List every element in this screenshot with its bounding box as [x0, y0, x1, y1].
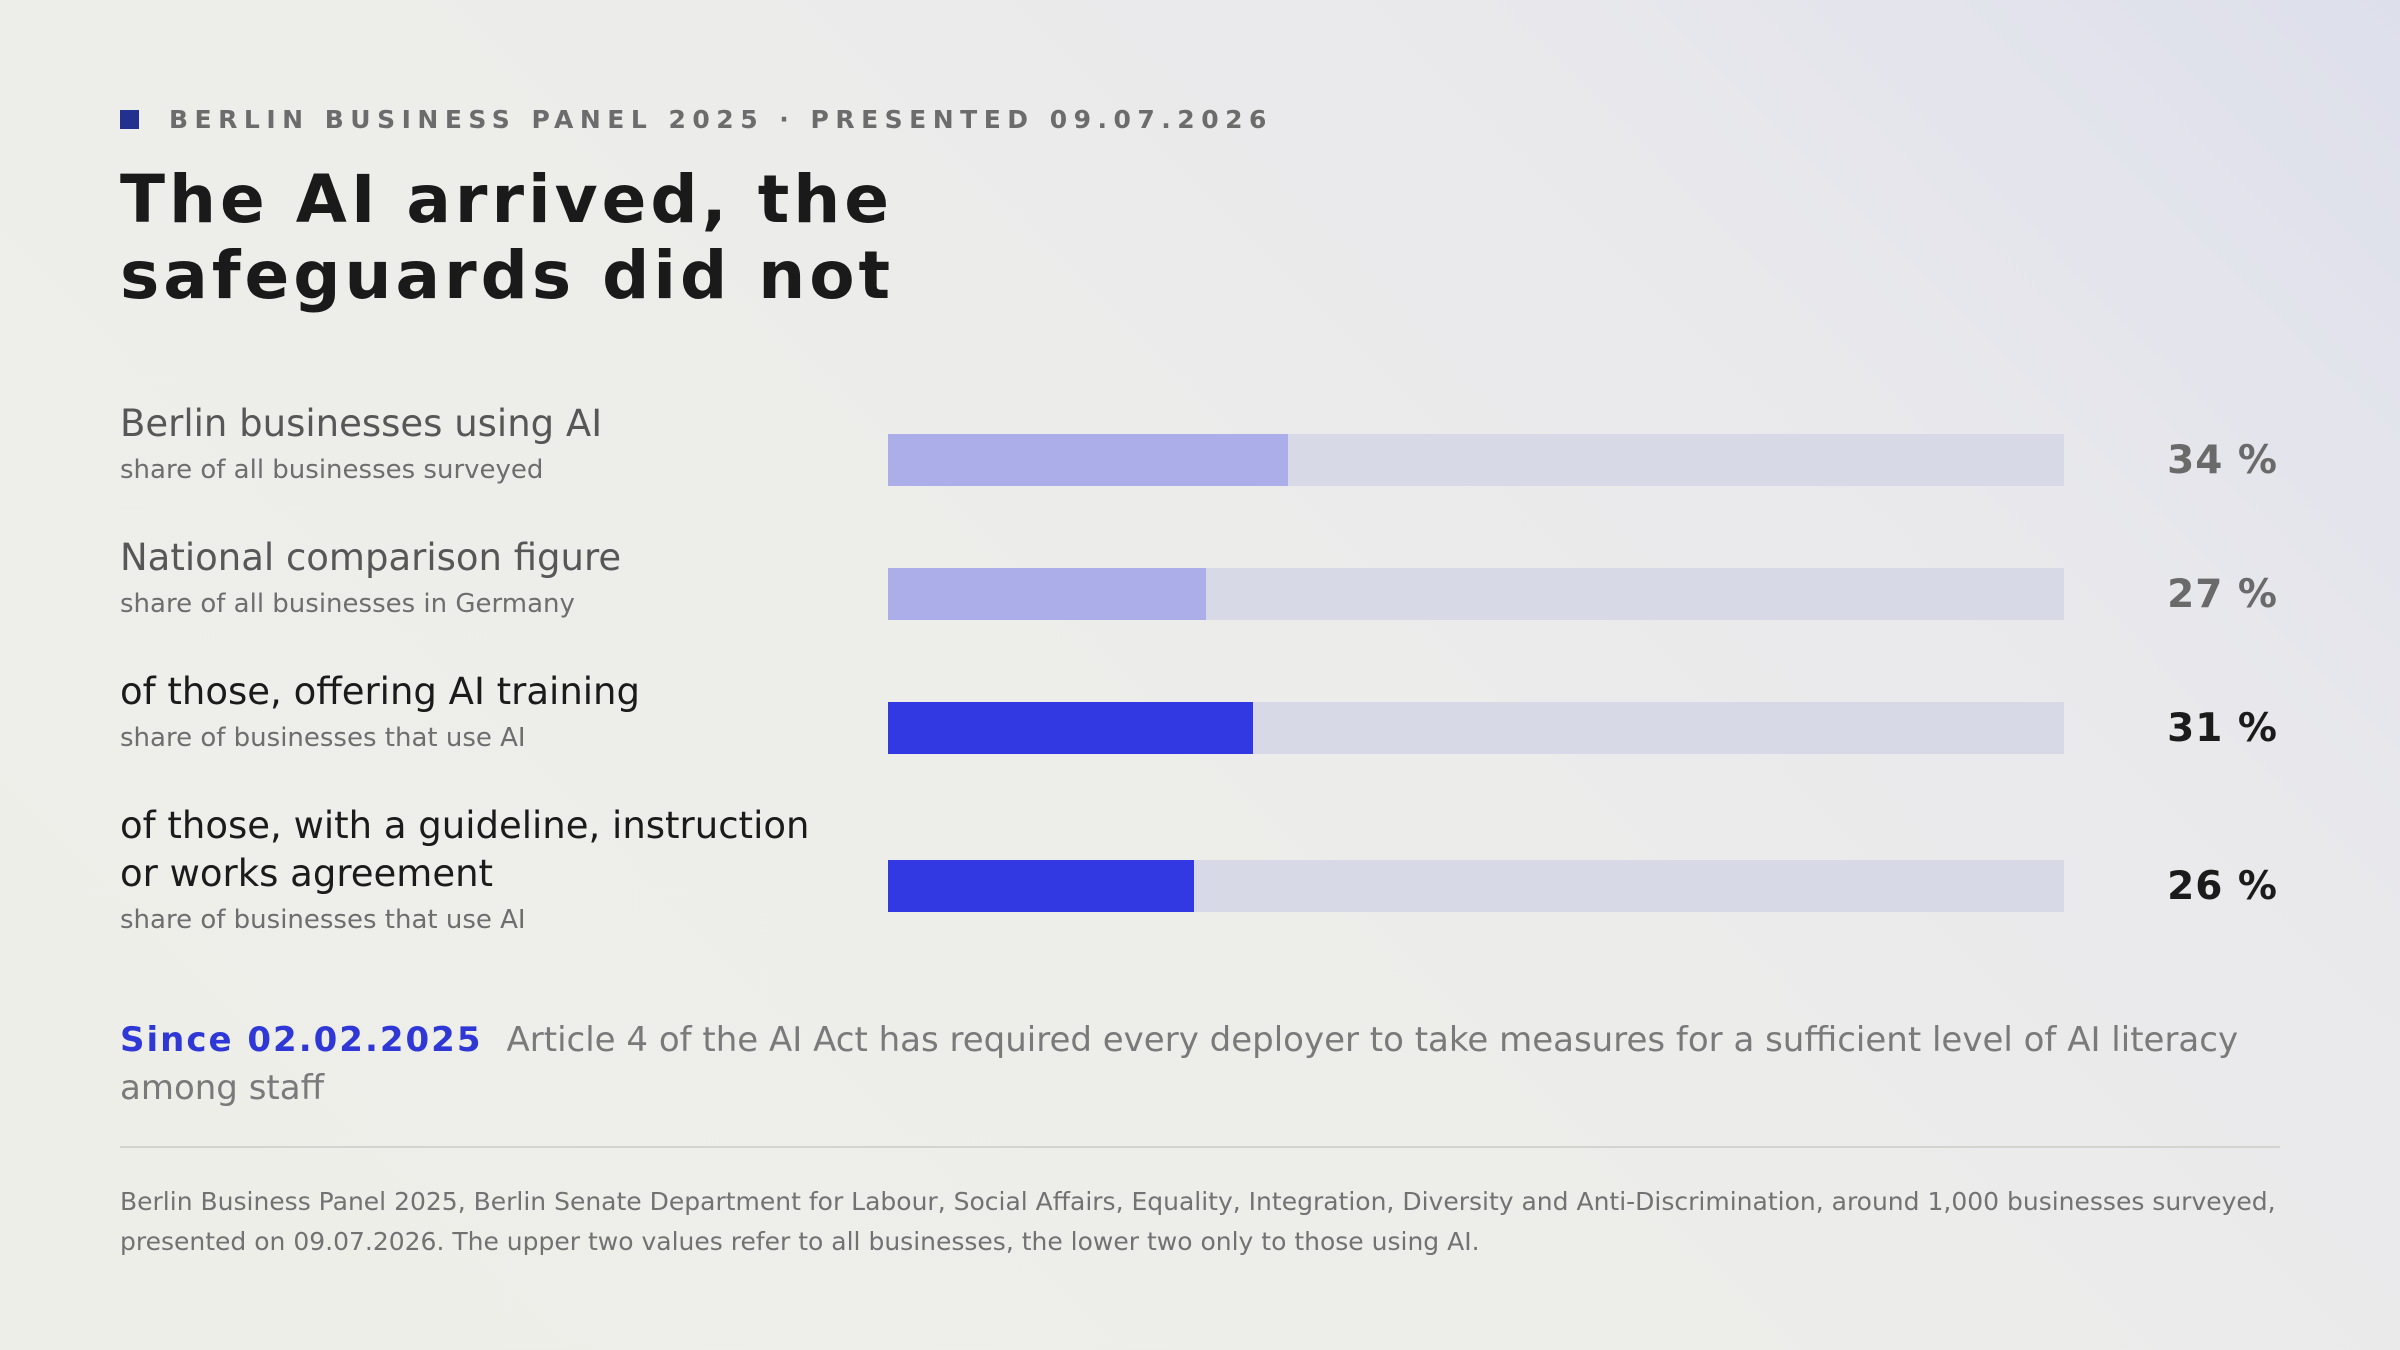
title-line-2: safeguards did not — [120, 237, 895, 314]
bar-value-label: 27 % — [2167, 572, 2278, 617]
note-text: Article 4 of the AI Act has required eve… — [120, 1020, 2239, 1108]
bar-fill — [888, 568, 1206, 620]
bar-value-label: 31 % — [2167, 706, 2278, 751]
bar-label: of those, offering AI training — [120, 670, 640, 713]
eyebrow-text: BERLIN BUSINESS PANEL 2025 · PRESENTED 0… — [169, 104, 1273, 134]
eyebrow: BERLIN BUSINESS PANEL 2025 · PRESENTED 0… — [120, 104, 1273, 134]
page-title: The AI arrived, the safeguards did not — [120, 162, 894, 314]
bar-fill — [888, 434, 1288, 486]
bar-track — [888, 702, 2064, 754]
bar-sublabel: share of businesses that use AI — [120, 723, 526, 753]
divider — [120, 1146, 2280, 1148]
bar-value-label: 34 % — [2167, 438, 2278, 483]
bar-fill — [888, 702, 1253, 754]
bar-sublabel: share of all businesses surveyed — [120, 455, 544, 485]
legal-note: Since 02.02.2025 Article 4 of the AI Act … — [120, 1016, 2280, 1112]
bar-sublabel: share of businesses that use AI — [120, 905, 526, 935]
bar-label: of those, with a guideline, instruction … — [120, 804, 810, 895]
eyebrow-square-icon — [120, 109, 139, 129]
source-note: Berlin Business Panel 2025, Berlin Senat… — [120, 1187, 2276, 1256]
bar-labels: of those, offering AI training share of b… — [120, 668, 840, 758]
note-date: Since 02.02.2025 — [120, 1020, 483, 1060]
bar-track — [888, 434, 2064, 486]
slide: BERLIN BUSINESS PANEL 2025 · PRESENTED 0… — [120, 0, 2280, 1350]
bar-labels: of those, with a guideline, instruction … — [120, 802, 840, 940]
bar-value-label: 26 % — [2167, 864, 2278, 909]
title-line-1: The AI arrived, the — [120, 161, 893, 238]
bar-label: Berlin businesses using AI — [120, 402, 603, 445]
bar-sublabel: share of all businesses in Germany — [120, 589, 575, 619]
bar-fill — [888, 860, 1194, 912]
bar-track — [888, 860, 2064, 912]
bar-track — [888, 568, 2064, 620]
bar-labels: Berlin businesses using AI share of all b… — [120, 400, 840, 490]
bar-label: National comparison figure — [120, 536, 622, 579]
bar-labels: National comparison figure share of all b… — [120, 534, 840, 624]
